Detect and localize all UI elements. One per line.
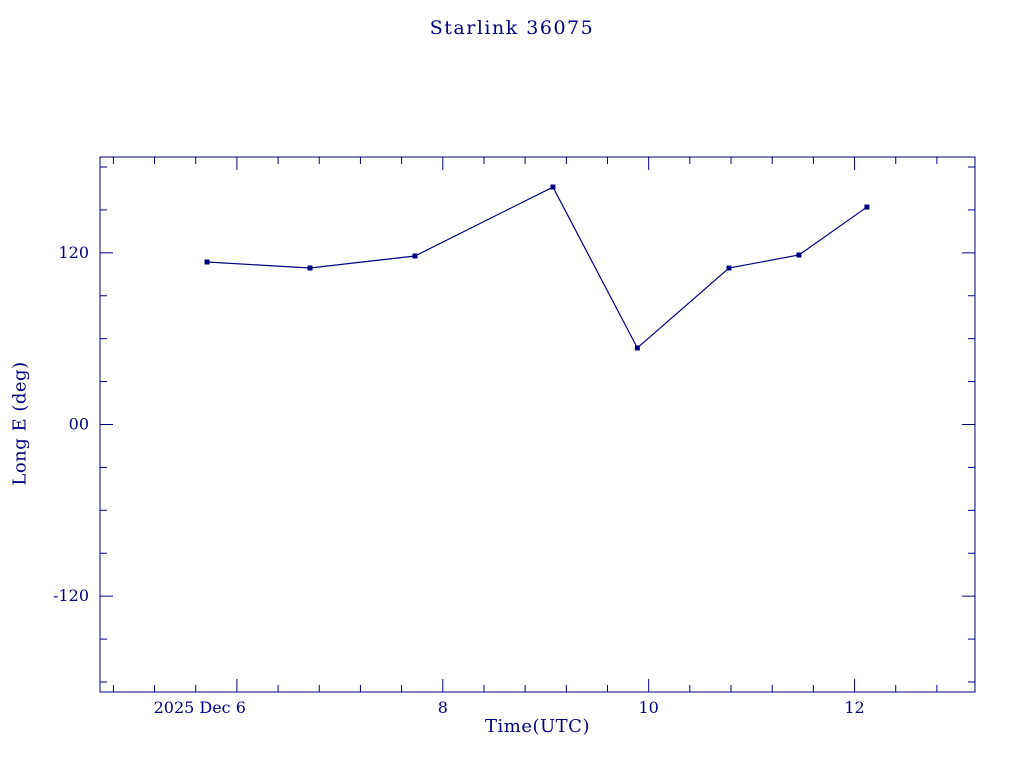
data-line [207, 186, 868, 349]
chart-title: Starlink 36075 [429, 17, 595, 39]
data-point-marker [726, 265, 732, 271]
data-point-marker [634, 345, 640, 351]
x-tick-label: 12 [844, 698, 864, 717]
data-point-marker [864, 204, 870, 210]
data-point-marker [307, 265, 313, 271]
y-tick-label: 00 [69, 415, 89, 434]
y-tick-label: -120 [53, 586, 89, 605]
data-point-marker [412, 253, 418, 259]
y-tick-label: 120 [58, 243, 89, 262]
x-tick-label: 2025 Dec 6 [154, 698, 246, 717]
x-tick-label: 8 [438, 698, 448, 717]
data-point-marker [550, 184, 556, 190]
plot-frame [99, 156, 976, 693]
data-point-marker [204, 259, 210, 265]
data-point-marker [796, 252, 802, 258]
x-tick-label: 10 [638, 698, 658, 717]
x-axis-label: Time(UTC) [485, 716, 590, 737]
